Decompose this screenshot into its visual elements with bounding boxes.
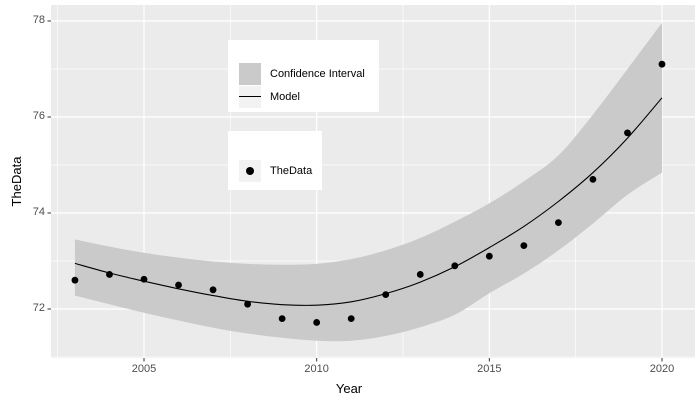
data-point [520, 242, 528, 250]
data-point [209, 286, 217, 294]
data-point [658, 60, 666, 68]
legend-label-model: Model [270, 91, 300, 103]
x-axis-title: Year [335, 381, 363, 396]
y-axis-title: TheData [9, 156, 24, 207]
confidence-interval-band [74, 22, 662, 342]
x-tick-label: 2020 [649, 363, 675, 375]
data-point [451, 262, 459, 270]
data-point [416, 271, 424, 278]
y-tick-label: 76 [32, 110, 45, 122]
x-tick-label: 2010 [304, 363, 329, 375]
data-point [313, 319, 321, 326]
y-tick-label: 74 [32, 206, 45, 218]
model-line-swatch-icon [239, 86, 261, 108]
x-tick-label: 2015 [477, 363, 502, 375]
data-point [624, 129, 631, 137]
y-tick-label: 72 [32, 302, 45, 314]
line-sample-icon [239, 96, 261, 97]
data-point [382, 291, 390, 298]
confidence-interval-swatch-icon [239, 63, 261, 85]
model-line [74, 97, 663, 306]
point-swatch-icon [239, 160, 261, 182]
legend-confidence-and-model: Confidence Interval Model [228, 40, 379, 112]
legend-label-thedata: TheData [270, 165, 313, 177]
data-point [589, 176, 597, 183]
data-point [554, 219, 562, 227]
data-point [140, 275, 148, 283]
data-point [485, 252, 493, 260]
point-sample-icon [246, 167, 254, 175]
data-point [244, 300, 251, 308]
data-point [106, 271, 113, 278]
data-point [278, 315, 286, 322]
data-point [71, 276, 79, 284]
x-tick-label: 2005 [131, 363, 157, 375]
y-tick-label: 78 [32, 14, 45, 26]
data-point [175, 281, 182, 289]
legend-thedata: TheData [228, 131, 322, 190]
data-point [347, 315, 355, 322]
legend-label-confidence-interval: Confidence Interval [270, 68, 365, 80]
